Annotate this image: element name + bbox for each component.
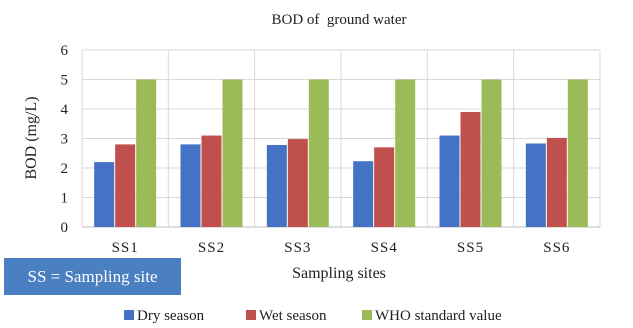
legend: Dry season Wet season WHO standard value <box>124 308 502 324</box>
chart-title: BOD of ground water <box>272 12 407 28</box>
bar <box>287 139 308 227</box>
y-tick-label: 6 <box>61 43 69 59</box>
bar <box>374 147 395 227</box>
bar <box>222 79 243 227</box>
y-axis-label: BOD (mg/L) <box>23 96 40 179</box>
bar <box>94 162 115 227</box>
bar <box>266 144 287 227</box>
x-tick-label: SS1 <box>112 240 139 256</box>
bar <box>546 137 567 227</box>
bar <box>525 143 546 227</box>
y-tick-label: 2 <box>61 161 69 177</box>
sampling-site-note: SS = Sampling site <box>4 258 181 295</box>
bar <box>481 79 502 227</box>
legend-swatch <box>362 310 372 320</box>
bar <box>201 135 222 227</box>
y-tick-label: 1 <box>61 191 69 207</box>
y-tick-label: 4 <box>61 102 69 118</box>
y-tick-label: 5 <box>61 73 69 89</box>
y-tick-label: 3 <box>61 132 69 148</box>
legend-label: Wet season <box>259 308 327 324</box>
bar <box>439 135 460 227</box>
gridlines <box>81 49 601 228</box>
x-tick-label: SS3 <box>284 240 311 256</box>
x-axis-label: Sampling sites <box>292 265 386 282</box>
legend-swatch <box>246 310 256 320</box>
bar <box>136 79 157 227</box>
x-tick-label: SS6 <box>543 240 570 256</box>
bar <box>395 79 416 227</box>
y-tick-label: 0 <box>61 220 69 236</box>
bar <box>308 79 329 227</box>
y-axis-ticks: 0 1 2 3 4 5 6 <box>61 43 69 236</box>
bar <box>115 144 136 227</box>
legend-label: WHO standard value <box>375 308 502 324</box>
x-axis-ticks: SS1 SS2 SS3 SS4 SS5 SS6 <box>112 240 570 256</box>
x-tick-label: SS5 <box>457 240 484 256</box>
legend-swatch <box>124 310 134 320</box>
x-tick-label: SS4 <box>371 240 398 256</box>
bar <box>180 144 201 227</box>
bar <box>567 79 588 227</box>
bar <box>460 111 481 227</box>
bars <box>94 79 588 227</box>
legend-label: Dry season <box>137 308 205 324</box>
bar <box>353 161 374 227</box>
x-tick-label: SS2 <box>198 240 225 256</box>
